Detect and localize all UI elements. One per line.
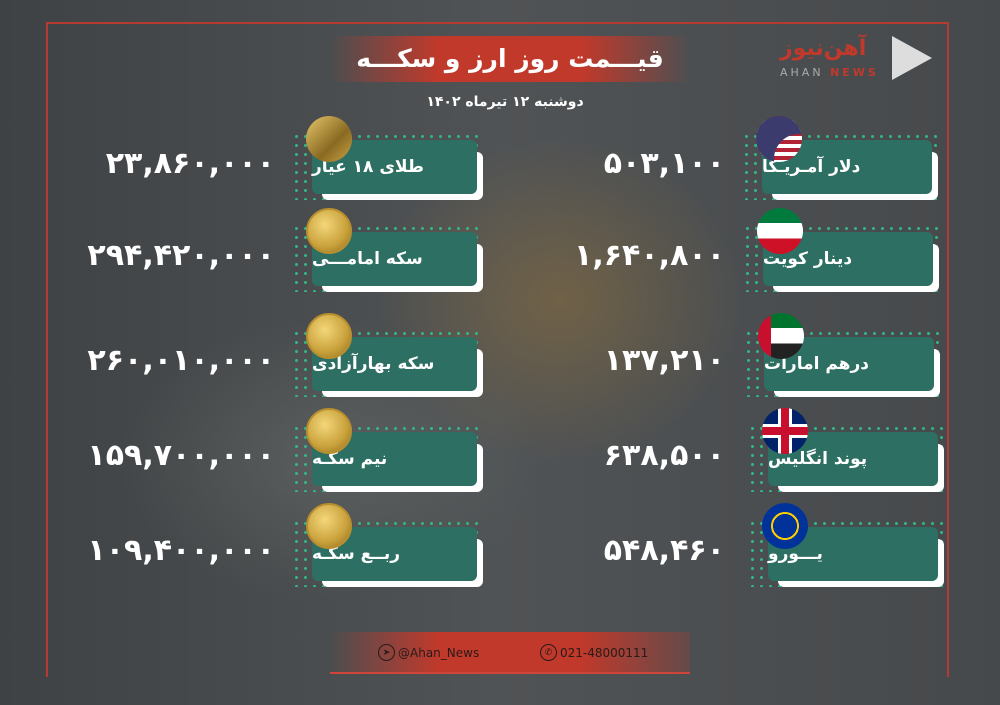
footer-bar: ➤ @Ahan_News ✆ 021-48000111 xyxy=(330,632,690,674)
currency-price: ۶۳۸,۵۰۰ xyxy=(603,438,725,473)
uk-flag-icon xyxy=(762,408,808,454)
half-coin-icon xyxy=(306,408,352,454)
gold-row: طلای ۱۸ عیار xyxy=(292,116,483,200)
paper-plane-icon xyxy=(892,36,932,80)
currency-row: دینار کویت xyxy=(743,208,939,292)
logo-text-fa: آهن‌نیوز xyxy=(780,36,867,61)
currency-row: پوند انگلیس xyxy=(748,408,944,492)
currency-row: یـــورو xyxy=(748,503,944,587)
phone-icon: ✆ xyxy=(540,644,557,661)
eu-flag-icon xyxy=(762,503,808,549)
telegram-handle: @Ahan_News xyxy=(398,645,480,660)
gold-row: سکه امامـــی xyxy=(292,208,483,292)
gold-price: ۲۹۴,۴۲۰,۰۰۰ xyxy=(87,238,275,273)
gold-price: ۱۵۹,۷۰۰,۰۰۰ xyxy=(87,438,275,473)
telegram-contact[interactable]: ➤ @Ahan_News xyxy=(378,644,479,661)
currency-row: درهم امارات xyxy=(744,313,940,397)
telegram-icon: ➤ xyxy=(378,644,395,661)
frame-border xyxy=(46,22,949,677)
uae-flag-icon xyxy=(758,313,804,359)
logo-text-en: AHAN NEWS xyxy=(780,66,879,79)
phone-contact[interactable]: ✆ 021-48000111 xyxy=(540,644,648,661)
gold-row: ربــع سکـه xyxy=(292,503,483,587)
item-label: نیم سکـه xyxy=(312,432,477,486)
us-flag-icon xyxy=(756,116,802,162)
phone-number: 021-48000111 xyxy=(560,645,649,660)
currency-price: ۵۴۸,۴۶۰ xyxy=(603,533,725,568)
currency-row: دلار آمـریـکا xyxy=(742,116,938,200)
currency-price: ۱,۶۴۰,۸۰۰ xyxy=(574,238,725,273)
gold-price: ۲۶۰,۰۱۰,۰۰۰ xyxy=(87,343,275,378)
bahar-azadi-coin-icon xyxy=(306,313,352,359)
gold-price: ۲۳,۸۶۰,۰۰۰ xyxy=(105,146,275,181)
kuwait-flag-icon xyxy=(757,208,803,254)
page-title: قیـــمت روز ارز و سکـــه xyxy=(330,36,690,82)
currency-price: ۵۰۳,۱۰۰ xyxy=(603,146,725,181)
quarter-coin-icon xyxy=(306,503,352,549)
ahan-news-logo: آهن‌نیوز AHAN NEWS xyxy=(780,36,940,86)
gold-row: سکه بهارآزادی xyxy=(292,313,483,397)
gold-bar-icon xyxy=(306,116,352,162)
currency-price: ۱۳۷,۲۱۰ xyxy=(603,343,725,378)
gold-row: نیم سکـه xyxy=(292,408,483,492)
emami-coin-icon xyxy=(306,208,352,254)
gold-price: ۱۰۹,۴۰۰,۰۰۰ xyxy=(87,533,275,568)
date-label: دوشنبه ۱۲ تیرماه ۱۴۰۲ xyxy=(426,94,584,110)
